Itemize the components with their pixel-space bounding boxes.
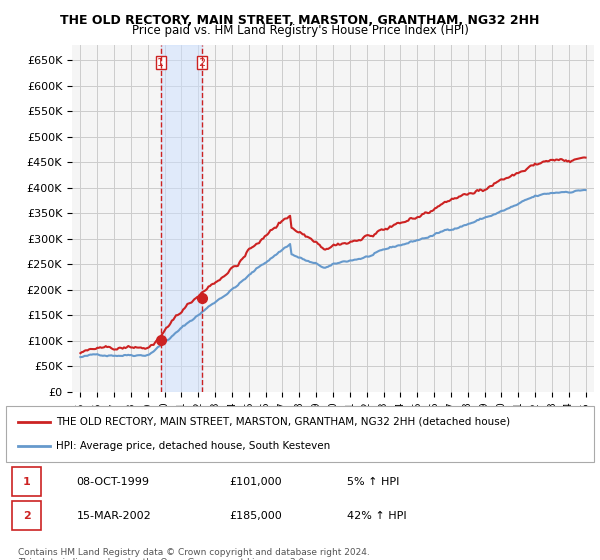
Text: £185,000: £185,000 (229, 511, 282, 521)
FancyBboxPatch shape (12, 467, 41, 496)
Text: THE OLD RECTORY, MAIN STREET, MARSTON, GRANTHAM, NG32 2HH: THE OLD RECTORY, MAIN STREET, MARSTON, G… (61, 14, 539, 27)
Bar (161, 45, 202, 392)
Text: Contains HM Land Registry data © Crown copyright and database right 2024.
This d: Contains HM Land Registry data © Crown c… (18, 548, 370, 560)
Text: Price paid vs. HM Land Registry's House Price Index (HPI): Price paid vs. HM Land Registry's House … (131, 24, 469, 37)
Text: 42% ↑ HPI: 42% ↑ HPI (347, 511, 407, 521)
Text: HPI: Average price, detached house, South Kesteven: HPI: Average price, detached house, Sout… (56, 441, 330, 451)
FancyBboxPatch shape (12, 501, 41, 530)
Text: 2: 2 (23, 511, 31, 521)
Text: 1: 1 (157, 58, 164, 68)
Text: 1: 1 (23, 477, 31, 487)
Text: 5% ↑ HPI: 5% ↑ HPI (347, 477, 400, 487)
Text: £101,000: £101,000 (229, 477, 282, 487)
Text: THE OLD RECTORY, MAIN STREET, MARSTON, GRANTHAM, NG32 2HH (detached house): THE OLD RECTORY, MAIN STREET, MARSTON, G… (56, 417, 510, 427)
Text: 2: 2 (198, 58, 205, 68)
FancyBboxPatch shape (6, 406, 594, 462)
Text: 08-OCT-1999: 08-OCT-1999 (77, 477, 149, 487)
Text: 15-MAR-2002: 15-MAR-2002 (77, 511, 151, 521)
